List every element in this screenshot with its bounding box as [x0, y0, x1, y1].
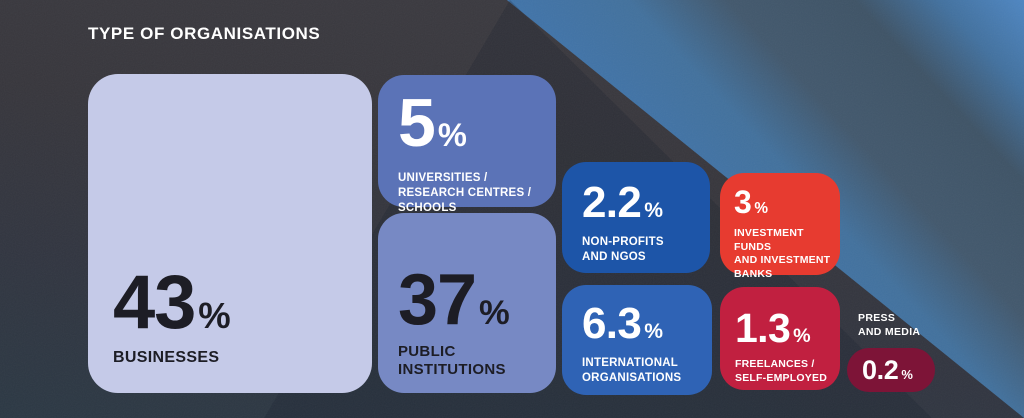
press-media-label: PRESS AND MEDIA	[858, 312, 921, 339]
freelances-value: 1.3%	[735, 305, 811, 351]
non-profits-value: 2.2%	[582, 178, 663, 227]
percent-sign: %	[901, 366, 913, 382]
block-investment-funds-banks: 3% INVESTMENT FUNDS AND INVESTMENT BANKS	[720, 173, 840, 280]
international-organisations-value: 6.3%	[582, 299, 663, 348]
block-universities-research-schools: 5% UNIVERSITIES / RESEARCH CENTRES / SCH…	[378, 75, 556, 214]
percent-sign: %	[478, 293, 510, 332]
block-non-profits-ngos: 2.2% NON-PROFITS AND NGOS	[562, 162, 710, 273]
chart-title: TYPE OF ORGANISATIONS	[88, 24, 321, 43]
freelances-label: FREELANCES / SELF-EMPLOYED	[735, 358, 827, 384]
percent-sign: %	[793, 325, 811, 347]
block-freelances-self-employed: 1.3% FREELANCES / SELF-EMPLOYED	[720, 287, 840, 390]
block-press-media: 0.2%	[847, 348, 935, 392]
public-institutions-label: PUBLIC INSTITUTIONS	[398, 342, 506, 379]
percent-sign: %	[754, 200, 768, 217]
universities-value: 5%	[398, 85, 467, 161]
public-institutions-value: 37%	[398, 259, 510, 340]
businesses-label: BUSINESSES	[113, 349, 220, 366]
percent-sign: %	[644, 199, 663, 222]
businesses-value: 43%	[113, 260, 231, 345]
investment-funds-label: INVESTMENT FUNDS AND INVESTMENT BANKS	[734, 227, 831, 280]
block-public-institutions: 37% PUBLIC INSTITUTIONS	[378, 213, 556, 393]
press-media-value: 0.2%	[862, 354, 913, 385]
international-organisations-label: INTERNATIONAL ORGANISATIONS	[582, 357, 682, 384]
percent-sign: %	[437, 116, 467, 153]
non-profits-label: NON-PROFITS AND NGOS	[582, 236, 664, 263]
block-international-organisations: 6.3% INTERNATIONAL ORGANISATIONS	[562, 285, 712, 395]
investment-funds-value: 3%	[734, 184, 768, 220]
percent-sign: %	[198, 295, 230, 336]
percent-sign: %	[644, 320, 663, 343]
block-businesses: 43% BUSINESSES	[88, 74, 372, 393]
universities-label: UNIVERSITIES / RESEARCH CENTRES / SCHOOL…	[398, 172, 532, 214]
